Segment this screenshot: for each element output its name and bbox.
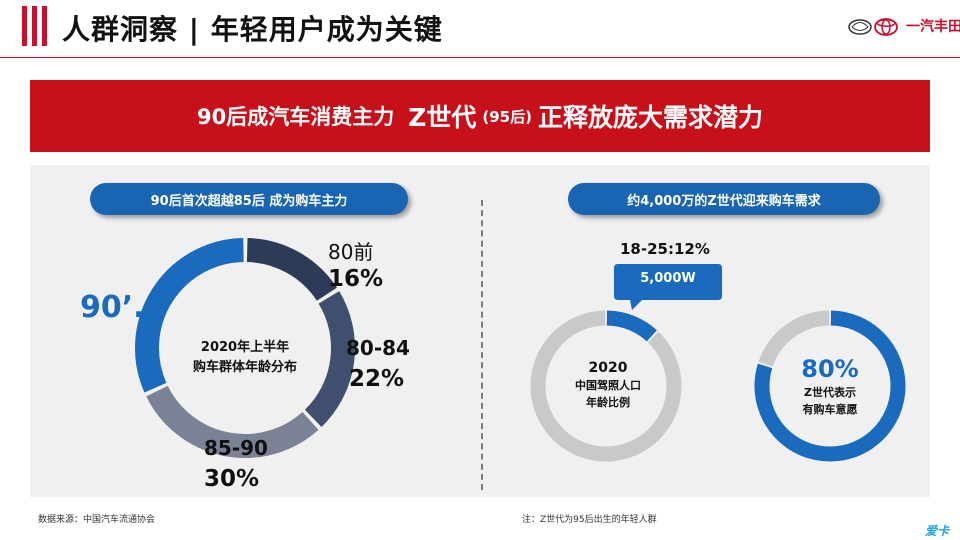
label-8590-name: 85-90	[204, 436, 268, 460]
brand-logo-text: 一汽丰田	[906, 19, 960, 35]
license-donut-center: 2020 中国驾照人口 年龄比例	[560, 360, 656, 411]
label-8590-pct: 30%	[204, 466, 260, 492]
headline-banner: 90后成汽车消费主力 Z世代 (95后) 正释放庞大需求潜力	[30, 80, 930, 152]
panel-divider	[481, 200, 483, 490]
label-90s: 90’...	[80, 290, 168, 325]
right-headline-pill: 约4,000万的Z世代迎来购车需求	[568, 183, 880, 215]
age-distribution-donut	[135, 238, 355, 458]
brand-logo	[848, 18, 898, 36]
license-donut-year: 2020	[588, 360, 628, 376]
age-donut-segment-1	[246, 238, 337, 302]
license-donut-segment-1	[530, 310, 682, 462]
left-headline-pill: 90后首次超越85后 成为购车主力	[90, 183, 408, 215]
label-80pre-name: 80前	[328, 240, 374, 264]
license-donut-segment-0	[606, 310, 657, 342]
header-rule	[0, 57, 960, 58]
definition-note: 注：Z世代为95后出生的年轻人群	[522, 515, 657, 525]
callout-bubble	[614, 264, 722, 310]
purchase-intent-donut	[754, 310, 906, 462]
title-accent-bars	[0, 0, 52, 48]
license-age-donut	[530, 310, 682, 462]
age-donut-segment-3	[146, 385, 319, 458]
label-8084-pct: 22%	[349, 366, 405, 392]
callout-value: 5,000W	[640, 271, 696, 286]
watermark-logo: 爱卡	[925, 524, 950, 538]
data-source-note: 数据来源：中国汽车流通协会	[38, 515, 156, 525]
intent-donut-segment-0	[754, 310, 906, 462]
banner-text-3: (95后)	[482, 107, 532, 126]
intent-donut-line2: 有购车意愿	[802, 403, 858, 416]
age-donut-segment-0	[135, 238, 244, 393]
page-title: 人群洞察 | 年轻用户成为关键	[62, 13, 443, 46]
banner-text-1: 90后成汽车消费主力	[197, 105, 395, 129]
banner-text-2: Z世代	[408, 103, 477, 132]
license-donut-line2: 年龄比例	[586, 396, 630, 409]
intent-donut-line1: Z世代表示	[804, 386, 856, 399]
callout-label: 18-25:12%	[620, 240, 710, 258]
label-8084-name: 80-84	[346, 336, 410, 360]
intent-donut-center: 80% Z世代表示 有购车意愿	[782, 354, 878, 418]
label-80pre-pct: 16%	[328, 266, 384, 292]
age-donut-segment-2	[304, 291, 355, 427]
license-donut-line1: 中国驾照人口	[575, 379, 641, 392]
intent-donut-pct: 80%	[801, 355, 859, 383]
banner-text-4: 正释放庞大需求潜力	[537, 103, 763, 132]
intent-donut-segment-1	[758, 310, 830, 367]
age-donut-center: 2020年上半年 购车群体年龄分布	[180, 338, 310, 378]
age-donut-center-line2: 购车群体年龄分布	[192, 360, 297, 375]
age-donut-center-line1: 2020年上半年	[200, 340, 290, 355]
